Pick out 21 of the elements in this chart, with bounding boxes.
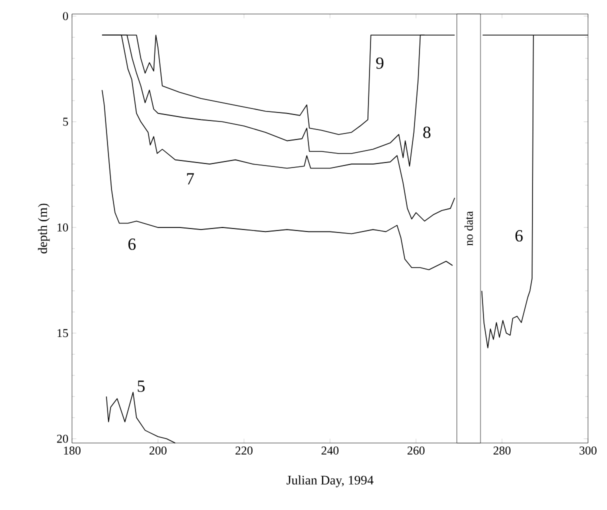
band-label: no data bbox=[464, 211, 473, 246]
x-tick-label: 200 bbox=[150, 446, 167, 455]
x-axis-title: Julian Day, 1994 bbox=[286, 475, 374, 488]
series-label: 7 bbox=[187, 173, 194, 184]
y-tick-label: 20 bbox=[57, 434, 68, 443]
series-label: 5 bbox=[138, 380, 145, 392]
x-tick-label: 260 bbox=[408, 446, 425, 455]
y-tick-label: 15 bbox=[58, 329, 68, 338]
series-label: 8 bbox=[423, 126, 430, 138]
x-tick-label: 240 bbox=[322, 446, 339, 455]
x-tick-label: 180 bbox=[64, 446, 81, 455]
y-axis-title: depth (m) bbox=[38, 204, 50, 254]
x-tick-label: 220 bbox=[236, 446, 253, 455]
x-tick-label: 280 bbox=[494, 446, 511, 455]
series-label: 6 bbox=[515, 230, 523, 242]
y-tick-label: 10 bbox=[58, 223, 68, 232]
y-tick-label: 5 bbox=[63, 118, 68, 126]
x-tick-label: 300 bbox=[580, 446, 597, 455]
series-label: 6 bbox=[128, 238, 136, 250]
y-tick-label: 0 bbox=[62, 12, 68, 20]
series-label: 9 bbox=[376, 57, 384, 69]
